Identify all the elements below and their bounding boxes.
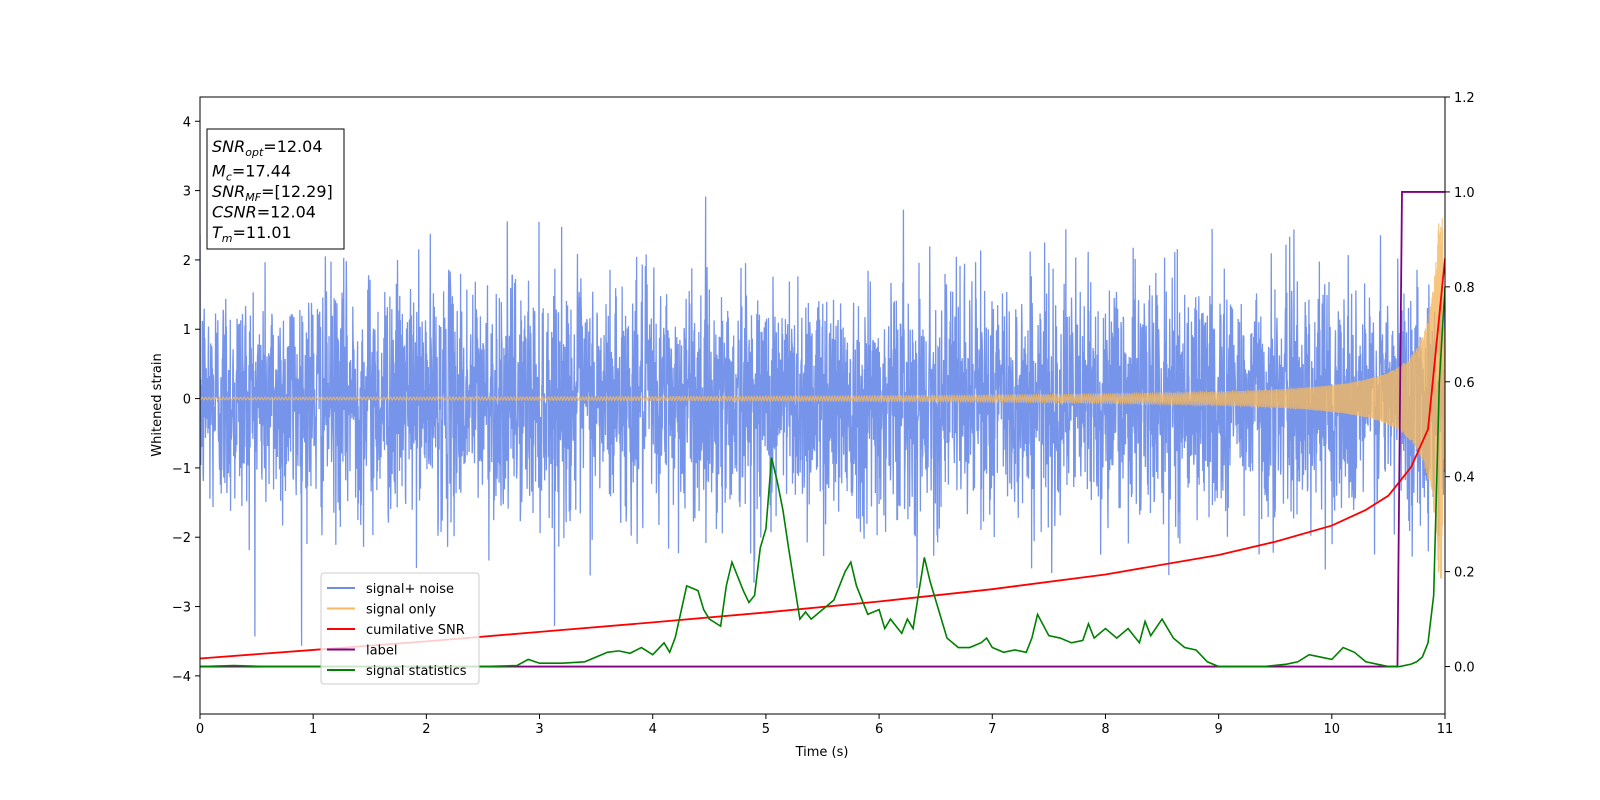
- cumulative-snr-line: [200, 258, 1445, 660]
- x-tick-label: 9: [1214, 722, 1222, 737]
- x-tick-label: 11: [1437, 722, 1454, 737]
- y-left-tick-label: −1: [172, 462, 191, 477]
- x-tick-label: 10: [1324, 722, 1341, 737]
- y-left-tick-label: 2: [183, 254, 191, 269]
- info-line: Mc=17.44: [212, 162, 291, 184]
- x-tick-label: 5: [762, 722, 770, 737]
- legend-entry: signal+ noise: [366, 582, 454, 597]
- y-right-tick-label: 1.0: [1454, 186, 1475, 201]
- y-right-tick-label: 0.0: [1454, 661, 1475, 676]
- x-tick-label: 3: [535, 722, 543, 737]
- x-tick-label: 4: [649, 722, 657, 737]
- x-tick-label: 1: [309, 722, 317, 737]
- plot-frame: [199, 96, 1446, 715]
- y-left-tick-label: 4: [183, 115, 191, 130]
- y-left-tick-label: 3: [183, 185, 191, 200]
- x-axis: 0 1 2 3 4 5 6 7 8 9 10 11: [196, 714, 1453, 737]
- legend-entry: cumilative SNR: [366, 623, 465, 638]
- y-right-tick-label: 0.4: [1454, 471, 1475, 486]
- legend-entry: label: [366, 644, 397, 659]
- x-tick-label: 0: [196, 722, 204, 737]
- x-tick-label: 7: [988, 722, 996, 737]
- y-right-tick-label: 0.6: [1454, 376, 1475, 391]
- x-tick-label: 2: [422, 722, 430, 737]
- y-left-tick-label: −4: [172, 670, 191, 685]
- y-left-tick-label: −2: [172, 531, 191, 546]
- info-line: Tm=11.01: [212, 223, 292, 245]
- y-left-tick-label: 0: [183, 393, 191, 408]
- series-signal-statistics: [200, 286, 1445, 668]
- series-cumulative-snr: [200, 258, 1445, 660]
- info-line: SNRMF=[12.29]: [212, 182, 333, 204]
- label-line: [200, 191, 1445, 668]
- plot-area-clip-group: [200, 191, 1445, 668]
- legend-entry: signal statistics: [366, 664, 467, 679]
- y-right-tick-label: 1.2: [1454, 91, 1475, 106]
- x-tick-label: 8: [1101, 722, 1109, 737]
- x-tick-label: 6: [875, 722, 883, 737]
- info-line: SNRopt=12.04: [212, 137, 323, 159]
- x-axis-label: Time (s): [795, 745, 849, 760]
- y-left-tick-label: 1: [183, 323, 191, 338]
- legend: signal+ noise signal only cumilative SNR la…: [320, 572, 480, 685]
- info-line: CSNR=12.04: [212, 203, 316, 222]
- legend-entry: signal only: [366, 603, 436, 618]
- y-left-tick-label: −3: [172, 601, 191, 616]
- y-axis-left: −4 −3 −2 −1 0 1 2 3 4: [172, 115, 200, 685]
- chirp-line: [200, 218, 1445, 579]
- signal-statistics-line: [200, 286, 1445, 668]
- y-axis-label: Whitened strain: [150, 353, 165, 456]
- y-right-tick-label: 0.2: [1454, 566, 1475, 581]
- y-right-tick-label: 0.8: [1454, 281, 1475, 296]
- info-box: SNRopt=12.04 Mc=17.44SNRMF=[12.29]CSNR=12…: [206, 128, 345, 250]
- series-signal-only: [200, 218, 1445, 579]
- series-label: [200, 191, 1445, 668]
- y-axis-right: 0.0 0.2 0.4 0.6 0.8 1.0 1.2: [1445, 91, 1475, 676]
